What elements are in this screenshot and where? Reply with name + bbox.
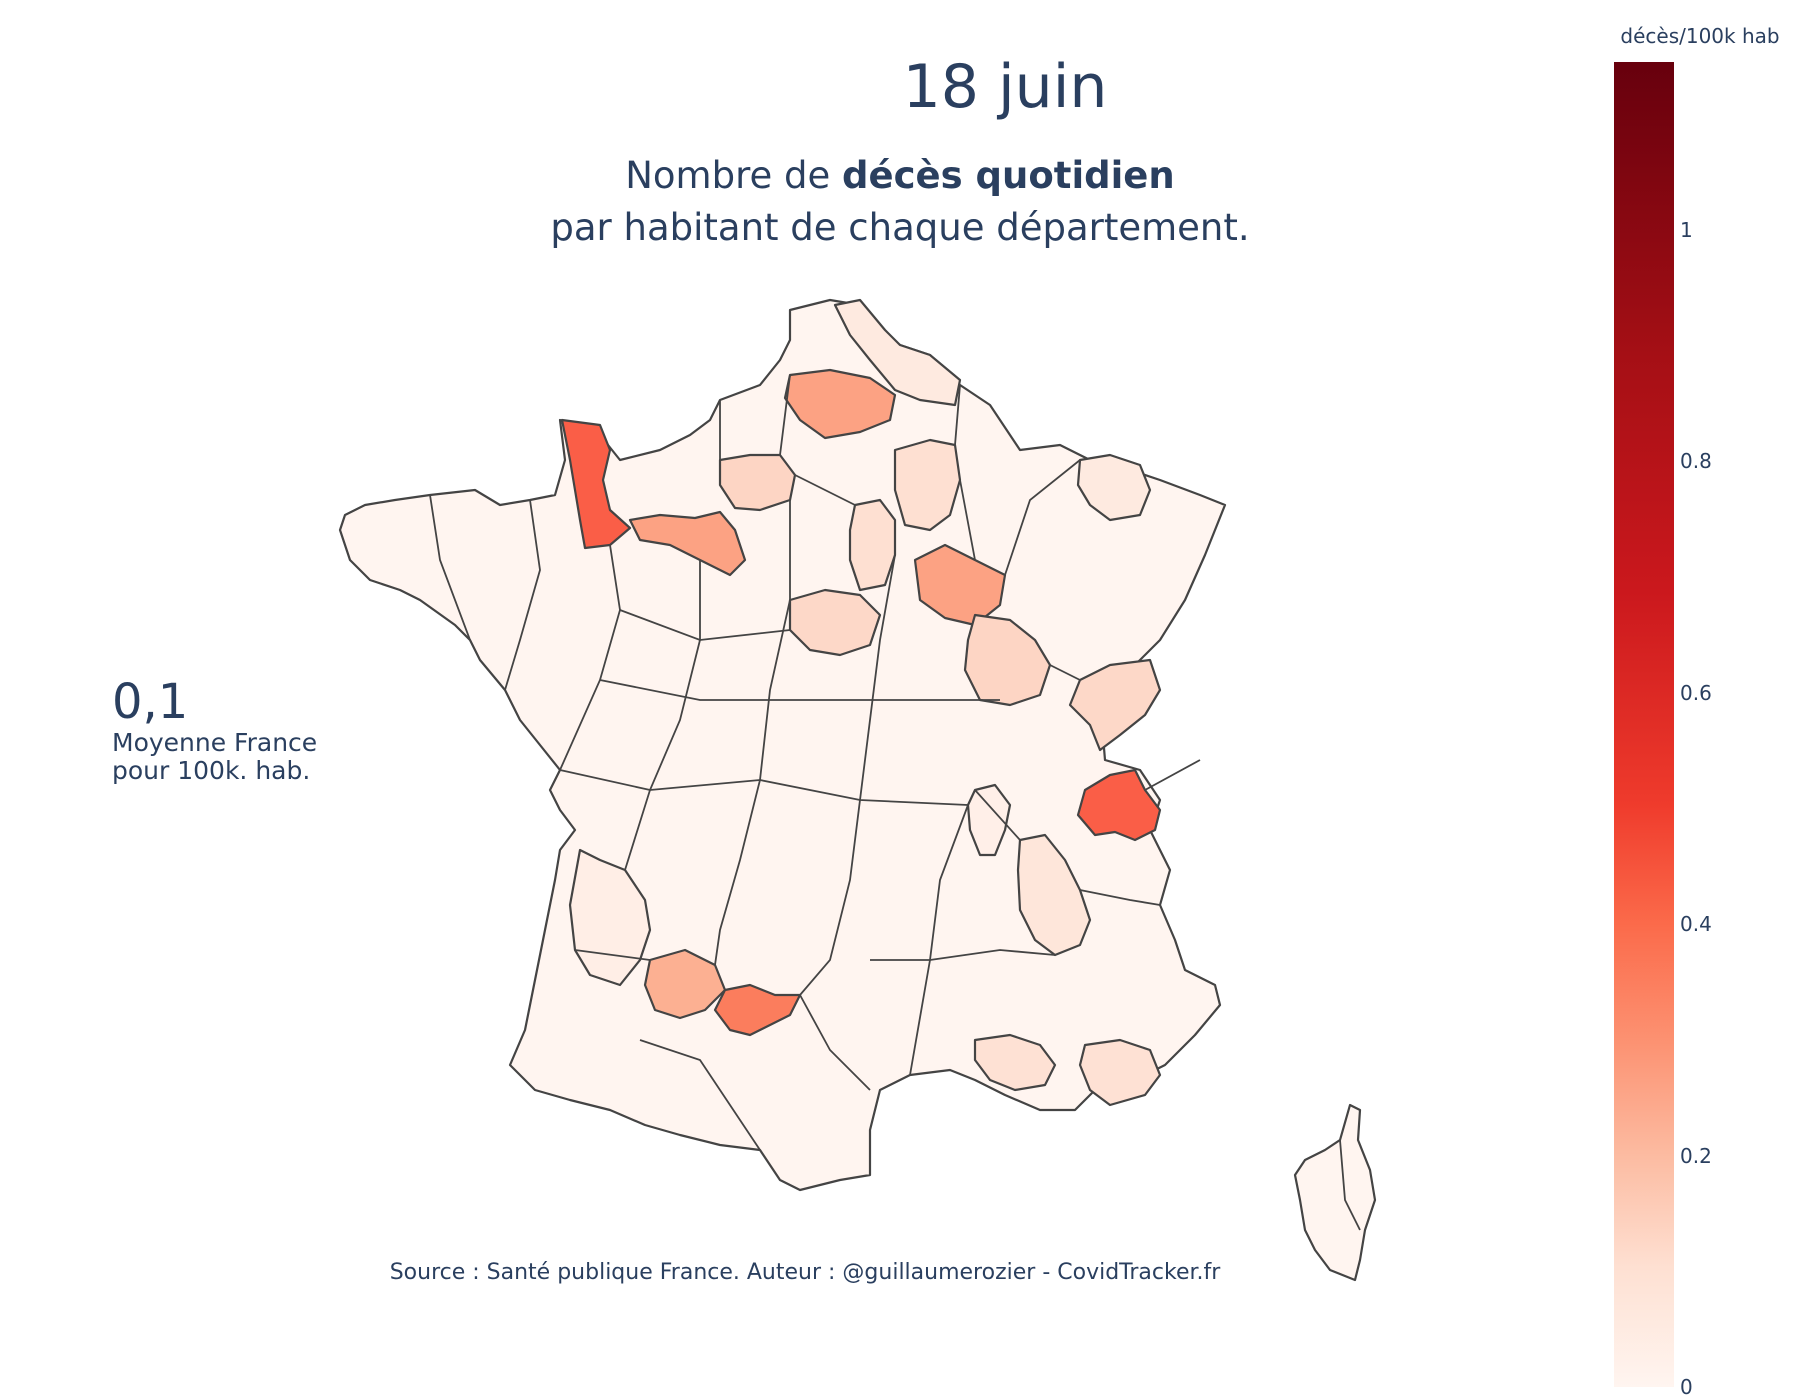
subtitle-bold: décès quotidien: [842, 154, 1175, 197]
colorbar-tick: 0.2: [1680, 1144, 1712, 1168]
map-title: 18 juin: [902, 52, 1108, 122]
region-drome[interactable]: [1016, 833, 1092, 957]
average-value: 0,1: [112, 674, 189, 730]
region-var[interactable]: [1078, 1038, 1162, 1107]
region-marne[interactable]: [893, 438, 962, 532]
colorbar-tick: 0: [1680, 1375, 1693, 1399]
region-tarn-et-garonne[interactable]: [713, 983, 802, 1037]
map-subtitle: Nombre de décès quotidien par habitant d…: [300, 150, 1500, 254]
source-credit: Source : Santé publique France. Auteur :…: [389, 1260, 1221, 1285]
region-rhone[interactable]: [966, 783, 1012, 857]
region-lot-et-garonne[interactable]: [643, 948, 727, 1020]
region-moselle[interactable]: [1076, 453, 1152, 522]
region-oise[interactable]: [718, 453, 797, 512]
colorbar-title: décès/100k hab: [1620, 24, 1780, 48]
region-cote-dor[interactable]: [963, 613, 1052, 707]
region-aube[interactable]: [913, 543, 1007, 627]
region-loiret[interactable]: [788, 588, 882, 657]
region-nord[interactable]: [833, 298, 962, 407]
region-manche[interactable]: [560, 418, 632, 550]
colorbar: [1614, 62, 1674, 1387]
colorbar-tick: 0.4: [1680, 912, 1712, 936]
region-haute-savoie[interactable]: [1076, 768, 1162, 842]
subtitle-prefix: Nombre de: [625, 154, 843, 197]
region-doubs[interactable]: [1068, 658, 1162, 752]
region-mainland[interactable]: [338, 298, 1227, 1192]
colorbar-tick: 0.6: [1680, 681, 1712, 705]
average-label-line1: Moyenne France: [112, 728, 318, 757]
region-somme[interactable]: [783, 368, 897, 440]
subtitle-line2: par habitant de chaque département.: [550, 206, 1250, 249]
colorbar-tick: 1: [1680, 218, 1693, 242]
average-label-line2: pour 100k. hab.: [112, 756, 311, 785]
region-orne[interactable]: [628, 510, 747, 577]
region-corse[interactable]: [1293, 1103, 1377, 1282]
region-bouches-du-rhone[interactable]: [973, 1033, 1057, 1092]
colorbar-tick: 0.8: [1680, 449, 1712, 473]
department-borders: [429, 374, 1361, 1231]
region-seine-et-marne[interactable]: [848, 498, 897, 592]
france-average: 0,1 Moyenne France pour 100k. hab.: [112, 675, 317, 785]
